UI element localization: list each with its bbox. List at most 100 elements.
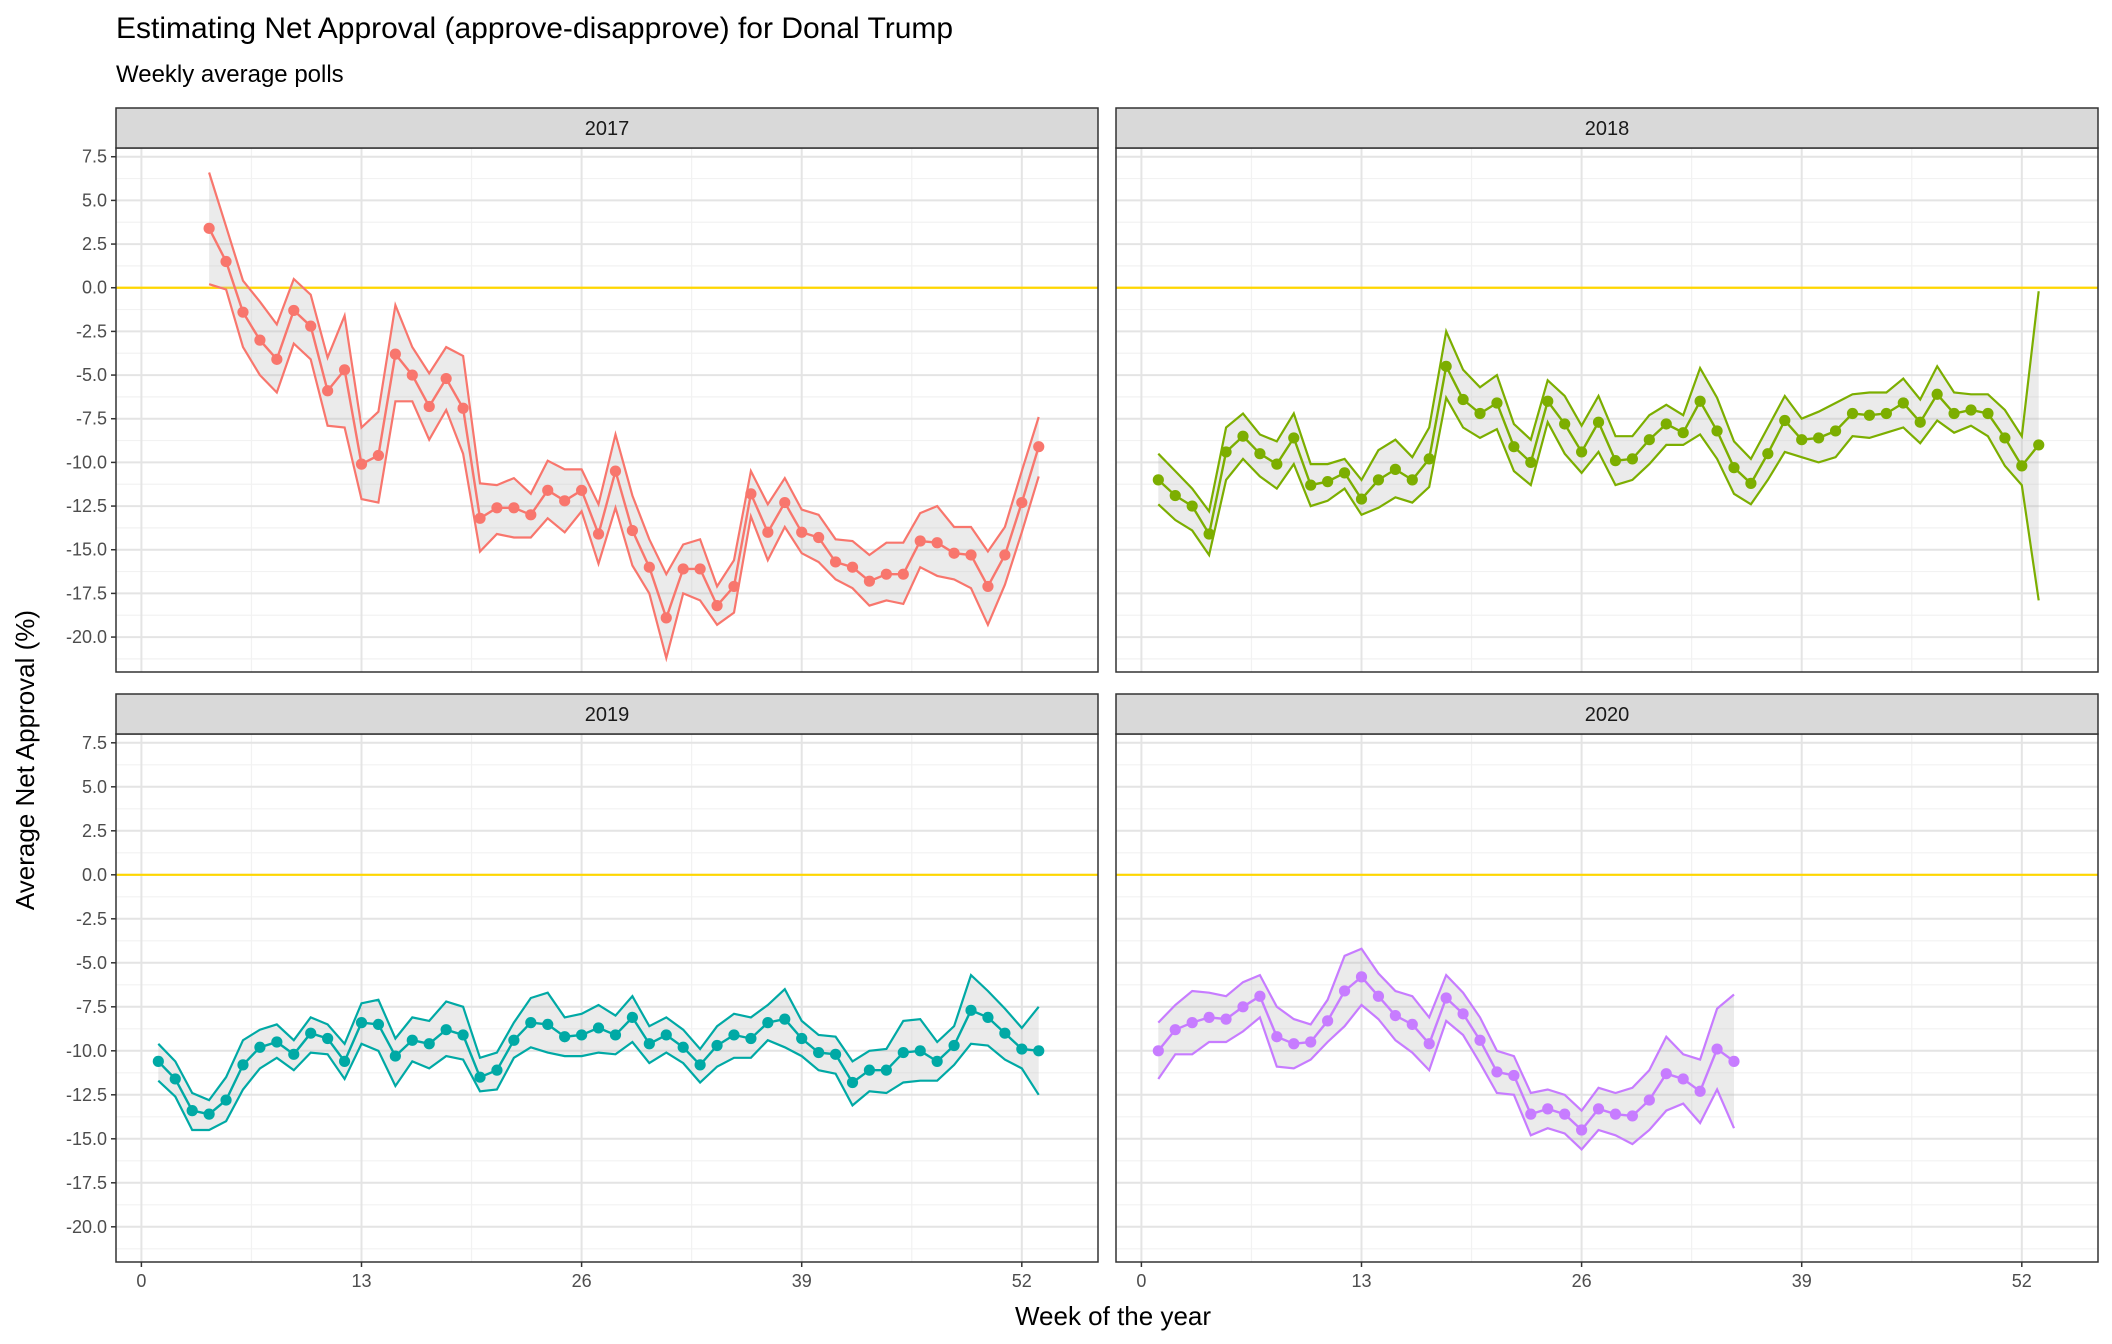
data-point [491, 1064, 503, 1076]
data-point [1965, 404, 1977, 416]
x-tick-label: 39 [1792, 1271, 1812, 1291]
y-tick-label: 0.0 [82, 865, 107, 885]
data-point [1271, 1031, 1283, 1043]
data-point [1694, 395, 1706, 407]
data-point [813, 531, 825, 544]
upper-bound-line-2020 [1157, 947, 1735, 1113]
y-tick-label: -12.5 [66, 496, 107, 516]
data-point [1169, 489, 1181, 502]
data-point [677, 563, 689, 575]
data-point [1880, 407, 1892, 420]
data-point [1559, 418, 1571, 430]
y-tick-label: -7.5 [76, 997, 107, 1017]
data-point [1660, 418, 1672, 430]
data-point [1508, 1069, 1520, 1082]
data-point [1491, 1066, 1503, 1078]
data-point [389, 348, 401, 360]
data-point [1508, 441, 1520, 453]
data-point [897, 568, 909, 580]
y-tick-label: -10.0 [66, 1041, 107, 1061]
data-point [186, 1105, 198, 1117]
y-tick-label: 0.0 [82, 278, 107, 298]
data-point [1474, 407, 1486, 420]
lower-bound-line-2018 [1157, 394, 2040, 601]
data-point [1914, 416, 1926, 428]
data-point [999, 549, 1011, 561]
data-point [1355, 493, 1368, 505]
data-point [1711, 425, 1723, 437]
data-point [1033, 1045, 1045, 1057]
data-point [1288, 432, 1300, 444]
data-point [457, 1029, 469, 1041]
upper-bound-line-2018 [1157, 291, 2040, 514]
data-point [745, 1032, 757, 1045]
data-point [1999, 432, 2011, 444]
y-tick-label: 2.5 [82, 821, 107, 841]
y-tick-label: -5.0 [76, 365, 107, 385]
data-point [1457, 393, 1469, 406]
upper-bound-line-2019 [157, 973, 1040, 1102]
data-point [1813, 432, 1825, 444]
data-point [1846, 407, 1859, 420]
data-point [660, 612, 672, 624]
facet-strip [115, 693, 1099, 735]
data-point [237, 1059, 249, 1071]
data-point [660, 1029, 672, 1041]
data-point [423, 400, 435, 413]
data-point [1643, 434, 1655, 446]
data-point [779, 496, 791, 509]
data-point [643, 561, 655, 573]
data-point [440, 1024, 452, 1036]
facet-strip-label: 2018 [1585, 118, 1630, 140]
y-tick-label: -15.0 [66, 1129, 107, 1149]
data-point [897, 1046, 909, 1059]
panel-background [1116, 734, 2098, 1262]
y-tick-label: -2.5 [76, 909, 107, 929]
data-point [1440, 360, 1452, 372]
data-point [1288, 1038, 1300, 1050]
data-point [1406, 1018, 1418, 1030]
data-point [1576, 446, 1588, 458]
data-point [677, 1041, 689, 1053]
data-point [1829, 425, 1842, 437]
data-point [1169, 1024, 1181, 1036]
data-point [1271, 458, 1283, 470]
data-point [796, 526, 808, 538]
data-point [948, 1039, 960, 1052]
data-point [1186, 500, 1198, 512]
data-point [271, 353, 283, 365]
data-point [626, 524, 638, 537]
data-point [237, 306, 249, 318]
data-point [305, 320, 317, 332]
facet-panel-2017: 2017 7.5 5.0 2.5 0.0 -2.5 -5.0 -7.5 -10.0 -12.5 -1… [66, 107, 1099, 673]
confidence-band-2018 [1158, 291, 2039, 601]
y-tick-label: -15.0 [66, 540, 107, 560]
data-point [1016, 1043, 1028, 1055]
data-point [880, 1064, 892, 1076]
data-point [694, 563, 706, 575]
data-point [457, 402, 469, 414]
x-tick-label: 26 [1572, 1271, 1592, 1291]
data-point [846, 561, 859, 573]
y-tick-label: -2.5 [76, 321, 107, 341]
data-point [1254, 448, 1266, 460]
data-point [1372, 474, 1385, 486]
data-point [1016, 496, 1028, 509]
facet-strip-label: 2020 [1585, 704, 1630, 726]
data-point [626, 1011, 638, 1023]
data-point [1542, 395, 1554, 407]
facet-strip-label: 2019 [585, 704, 630, 726]
upper-bound-line-2017 [208, 172, 1040, 589]
confidence-band-2017 [209, 172, 1039, 658]
y-tick-label: -7.5 [76, 409, 107, 429]
y-tick-label: -12.5 [66, 1085, 107, 1105]
data-point [1474, 1034, 1486, 1046]
data-point [1982, 407, 1994, 420]
data-point [542, 484, 554, 496]
y-tick-label: -5.0 [76, 953, 107, 973]
y-tick-label: -17.5 [66, 583, 107, 603]
data-point [813, 1046, 825, 1059]
data-point [491, 502, 503, 514]
data-point [1626, 1110, 1638, 1122]
data-point [322, 1032, 334, 1045]
